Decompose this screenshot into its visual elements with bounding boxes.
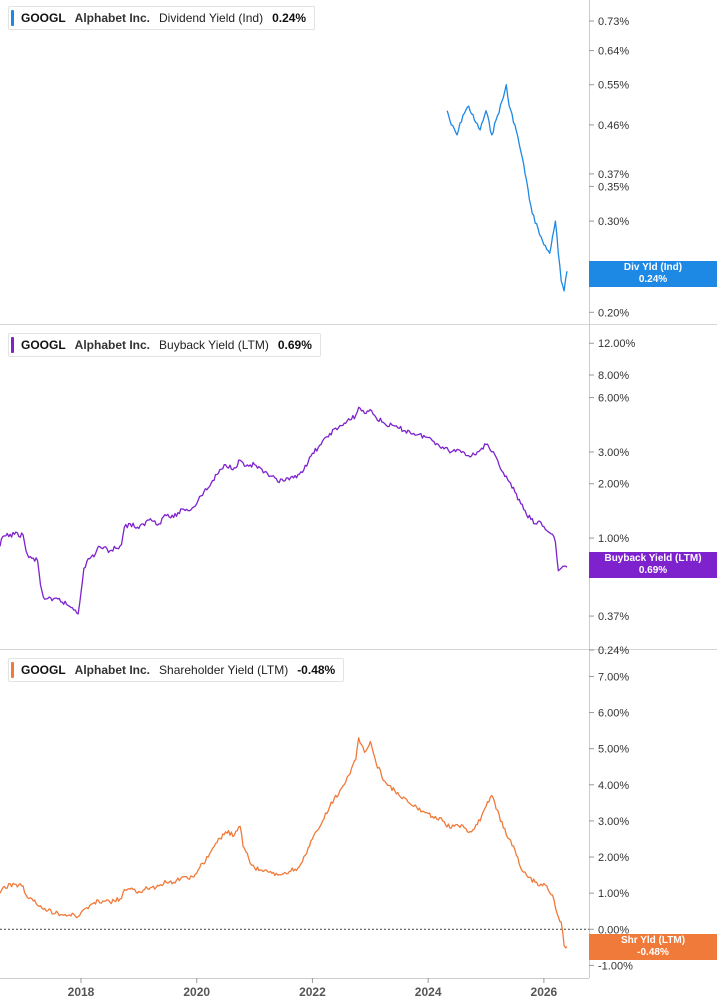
x-tick-label: 2020 xyxy=(183,985,210,999)
y-tick-label: 0.20% xyxy=(598,307,629,319)
tag-series-value: 0.69% xyxy=(638,565,668,576)
shareholder-series-color-bar xyxy=(11,662,14,678)
legend-metric: Buyback Yield (LTM) xyxy=(159,338,269,352)
y-tick-label: 7.00% xyxy=(598,671,629,683)
y-tick-label: 0.30% xyxy=(598,216,629,228)
legend-value: 0.24% xyxy=(272,11,307,25)
end-tag-background xyxy=(589,934,717,960)
x-tick-label: 2022 xyxy=(299,985,326,999)
y-tick-label: 0.64% xyxy=(598,46,629,58)
y-tick-label: 1.00% xyxy=(598,533,629,545)
tag-series-value: -0.48% xyxy=(637,947,669,958)
x-tick-label: 2026 xyxy=(531,985,558,999)
tag-series-value: 0.24% xyxy=(638,274,668,285)
dividend-line xyxy=(446,84,568,292)
legend-ticker: GOOGL xyxy=(21,338,66,352)
y-tick-label: -1.00% xyxy=(598,960,633,972)
legend-ticker: GOOGL xyxy=(21,663,66,677)
y-tick-label: 3.00% xyxy=(598,816,629,828)
shareholder-line xyxy=(0,737,568,949)
y-tick-label: 0.73% xyxy=(598,16,629,28)
legend-company: Alphabet Inc. xyxy=(74,11,151,25)
legend-value: -0.48% xyxy=(297,663,336,677)
tag-series-name: Div Yld (Ind) xyxy=(623,262,683,273)
y-tick-label: 2.00% xyxy=(598,479,629,491)
y-tick-label: 0.24% xyxy=(598,645,629,657)
y-tick-label: 0.00% xyxy=(598,924,629,936)
tag-series-name: Buyback Yield (LTM) xyxy=(604,553,702,564)
buyback-series-color-bar xyxy=(11,337,14,353)
legend-metric: Shareholder Yield (LTM) xyxy=(159,663,289,677)
x-tick-label: 2024 xyxy=(415,985,442,999)
y-tick-label: 0.35% xyxy=(598,181,629,193)
legend-company: Alphabet Inc. xyxy=(74,663,151,677)
y-tick-label: 5.00% xyxy=(598,744,629,756)
dividend-series-color-bar xyxy=(11,10,14,26)
shareholder-end-tag: Shr Yld (LTM) -0.48% xyxy=(589,934,717,960)
y-tick-label: 6.00% xyxy=(598,393,629,405)
dividend-legend[interactable]: GOOGL Alphabet Inc. Dividend Yield (Ind)… xyxy=(8,6,316,30)
shareholder-legend[interactable]: GOOGL Alphabet Inc. Shareholder Yield (L… xyxy=(8,658,345,682)
y-tick-label: 12.00% xyxy=(598,338,636,350)
y-tick-label: 3.00% xyxy=(598,447,629,459)
x-tick-label: 2018 xyxy=(68,985,95,999)
y-tick-label: 1.00% xyxy=(598,888,629,900)
legend-company: Alphabet Inc. xyxy=(74,338,151,352)
y-tick-label: 0.55% xyxy=(598,80,629,92)
dividend-end-tag: Div Yld (Ind) 0.24% xyxy=(589,261,717,287)
legend-ticker: GOOGL xyxy=(21,11,66,25)
buyback-end-tag: Buyback Yield (LTM) 0.69% xyxy=(589,552,717,578)
y-tick-label: 4.00% xyxy=(598,780,629,792)
end-tag-background xyxy=(589,552,717,578)
end-tag-background xyxy=(589,261,717,287)
y-tick-label: 0.46% xyxy=(598,120,629,132)
legend-metric: Dividend Yield (Ind) xyxy=(159,11,264,25)
y-tick-label: 2.00% xyxy=(598,852,629,864)
y-tick-label: 0.37% xyxy=(598,611,629,623)
y-tick-label: 6.00% xyxy=(598,708,629,720)
buyback-line xyxy=(0,406,568,615)
legend-value: 0.69% xyxy=(277,338,312,352)
y-tick-label: 0.37% xyxy=(598,169,629,181)
tag-series-name: Shr Yld (LTM) xyxy=(620,935,686,946)
buyback-legend[interactable]: GOOGL Alphabet Inc. Buyback Yield (LTM) … xyxy=(8,333,321,357)
y-tick-label: 8.00% xyxy=(598,370,629,382)
